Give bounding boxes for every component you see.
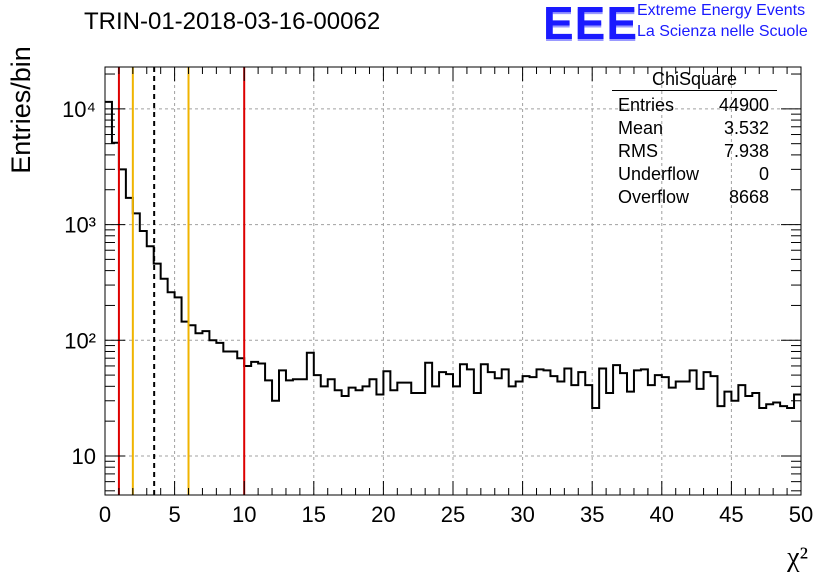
x-tick-label: 15 [302,502,326,527]
tick-labels: 0 5 10 15 20 25 30 35 40 45 50 10 10² 10³ 10⁴ [62,97,813,527]
stats-label: RMS [618,141,658,161]
axis-ticks [104,67,802,495]
stats-row-rms: RMS 7.938 [612,140,777,163]
y-tick-label: 10² [64,328,96,353]
stats-value: 44900 [718,95,769,115]
eee-logo: EEE [543,0,639,49]
stats-value: 0 [758,164,769,184]
x-tick-label: 30 [510,502,534,527]
stats-label: Overflow [618,187,690,207]
stats-box: ChiSquare Entries 44900 Mean 3.532 RMS 7… [612,68,777,209]
x-tick-label: 10 [232,502,256,527]
stats-label: Underflow [618,164,700,184]
stats-title: ChiSquare [612,68,777,91]
stats-value: 3.532 [723,118,769,138]
chart-title: TRIN-01-2018-03-16-00062 [84,8,381,35]
x-tick-label: 20 [371,502,395,527]
y-tick-label: 10⁴ [62,97,96,122]
y-axis-title: Entries/bin [6,46,36,174]
stats-row-entries: Entries 44900 [612,94,777,117]
y-tick-label: 10³ [64,213,96,238]
stats-value: 8668 [728,187,769,207]
grid-lines [105,67,801,495]
x-tick-label: 45 [719,502,743,527]
stats-row-underflow: Underflow 0 [612,163,777,186]
histogram-steps [105,100,801,409]
x-tick-label: 35 [580,502,604,527]
x-tick-label: 25 [441,502,465,527]
x-tick-label: 40 [650,502,674,527]
stats-row-mean: Mean 3.532 [612,117,777,140]
reference-lines [117,67,246,495]
logo-line-2: La Scienza nelle Scuole [637,23,808,40]
histogram-series [105,100,801,409]
y-tick-label: 10 [72,444,96,469]
stats-label: Entries [618,95,675,115]
x-tick-label: 0 [99,502,111,527]
x-tick-label: 5 [168,502,180,527]
stats-row-overflow: Overflow 8668 [612,186,777,209]
logo-line-1: Extreme Energy Events [637,2,806,19]
stats-label: Mean [618,118,664,138]
x-axis-title: χ² [786,542,808,572]
x-tick-label: 50 [789,502,813,527]
stats-value: 7.938 [723,141,769,161]
